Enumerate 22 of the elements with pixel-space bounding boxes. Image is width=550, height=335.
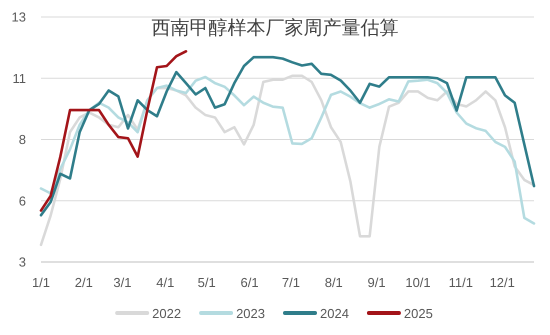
x-tick-label: 4/1 xyxy=(156,275,174,290)
legend-label: 2025 xyxy=(404,306,433,321)
legend-label: 2022 xyxy=(152,306,182,321)
x-tick-label: 8/1 xyxy=(324,275,343,290)
y-tick-label: 13 xyxy=(12,10,26,24)
x-tick-label: 11/1 xyxy=(448,275,473,290)
legend-label: 2023 xyxy=(236,306,265,321)
legend-label: 2024 xyxy=(320,306,349,321)
chart-title: 西南甲醇样本厂家周产量估算 xyxy=(152,17,398,39)
x-tick-label: 10/1 xyxy=(405,275,431,290)
y-tick-label: 6 xyxy=(18,193,26,208)
x-tick-label: 9/1 xyxy=(368,275,386,290)
y-tick-label: 3 xyxy=(18,254,26,270)
x-tick-label: 2/1 xyxy=(74,275,93,290)
x-tick-label: 12/1 xyxy=(490,275,515,290)
x-tick-label: 5/1 xyxy=(198,275,216,290)
x-tick-label: 6/1 xyxy=(240,275,259,290)
y-tick-label: 11 xyxy=(12,70,26,86)
y-tick-label: 8 xyxy=(18,132,26,147)
x-tick-label: 7/1 xyxy=(282,275,300,290)
x-tick-label: 3/1 xyxy=(113,275,132,290)
x-tick-label: 1/1 xyxy=(32,275,50,290)
